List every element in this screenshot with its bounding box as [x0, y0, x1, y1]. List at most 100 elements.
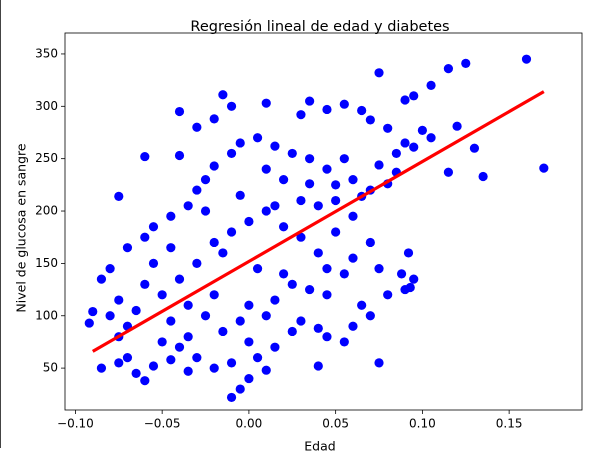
- scatter-point: [278, 222, 289, 232]
- scatter-point: [443, 64, 454, 74]
- scatter-point: [244, 373, 254, 384]
- scatter-point: [114, 191, 124, 201]
- scatter-point: [122, 353, 133, 363]
- scatter-point: [166, 211, 176, 221]
- scatter-point: [235, 138, 245, 148]
- scatter-point: [287, 148, 297, 159]
- scatter-point: [331, 195, 341, 206]
- scatter-point: [218, 248, 228, 258]
- scatter-point: [348, 211, 358, 221]
- scatter-point: [357, 300, 367, 310]
- scatter-point: [461, 58, 471, 68]
- scatter-point: [235, 384, 245, 394]
- scatter-point: [396, 269, 407, 279]
- scatter-point: [305, 96, 315, 106]
- scatter-point: [140, 151, 150, 162]
- scatter-point: [244, 337, 254, 347]
- scatter-point: [313, 248, 323, 258]
- scatter-point: [252, 264, 263, 274]
- scatter-point: [296, 110, 306, 120]
- scatter-point: [174, 106, 185, 117]
- y-tick-label: 250: [35, 151, 58, 165]
- scatter-point: [96, 363, 107, 373]
- scatter-point: [348, 321, 358, 331]
- scatter-point: [105, 311, 115, 321]
- x-tick-label: 0.10: [409, 417, 436, 431]
- scatter-point: [252, 353, 263, 363]
- x-axis-label: Edad: [304, 439, 335, 454]
- scatter-point: [114, 358, 124, 368]
- scatter-point: [305, 284, 315, 295]
- scatter-point: [209, 114, 219, 124]
- x-tick-label: 0.15: [496, 417, 523, 431]
- regression-line: [91, 90, 545, 353]
- scatter-point: [400, 138, 410, 148]
- scatter-point: [405, 282, 415, 293]
- scatter-point: [313, 361, 323, 371]
- scatter-point: [339, 99, 349, 109]
- scatter-point: [183, 201, 193, 211]
- plot-frame: [64, 32, 583, 411]
- scatter-point: [270, 201, 280, 211]
- scatter-point: [478, 171, 488, 182]
- scatter-point: [331, 180, 341, 190]
- scatter-point: [174, 342, 185, 352]
- scatter-point: [296, 195, 306, 206]
- y-tick-label: 150: [35, 256, 58, 270]
- scatter-point: [157, 290, 167, 300]
- scatter-point: [374, 358, 384, 368]
- scatter-point: [409, 91, 419, 101]
- y-tick-label: 300: [35, 99, 58, 113]
- scatter-point: [166, 243, 176, 253]
- scatter-point: [226, 392, 237, 403]
- scatter-point: [305, 179, 315, 189]
- scatter-point: [200, 206, 211, 216]
- scatter-point: [365, 237, 375, 248]
- scatter-point: [452, 121, 462, 131]
- scatter-point: [140, 279, 150, 289]
- scatter-point: [270, 295, 280, 305]
- scatter-point: [174, 274, 185, 284]
- scatter-point: [322, 164, 332, 174]
- scatter-point: [209, 363, 219, 373]
- scatter-point: [383, 290, 393, 300]
- scatter-point: [209, 161, 219, 171]
- scatter-point: [122, 243, 133, 253]
- scatter-point: [365, 115, 375, 125]
- scatter-point: [383, 123, 393, 133]
- scatter-point: [131, 368, 141, 378]
- scatter-point: [114, 295, 124, 305]
- scatter-point: [192, 185, 202, 195]
- scatter-point: [374, 160, 384, 170]
- scatter-point: [192, 122, 202, 132]
- scatter-point: [252, 133, 263, 143]
- scatter-point: [105, 264, 115, 274]
- scatter-point: [226, 101, 237, 111]
- scatter-point: [261, 365, 271, 375]
- scatter-point: [218, 90, 228, 100]
- scatter-point: [209, 237, 219, 248]
- y-tick-label: 200: [35, 204, 58, 218]
- scatter-point: [183, 300, 193, 310]
- scatter-point: [174, 150, 185, 161]
- scatter-point: [148, 361, 159, 371]
- scatter-point: [296, 316, 306, 326]
- chart-title: Regresión lineal de edad y diabetes: [190, 19, 449, 35]
- scatter-point: [469, 143, 480, 153]
- scatter-point: [166, 316, 176, 326]
- scatter-point: [339, 154, 349, 164]
- scatter-point: [287, 279, 297, 289]
- scatter-point: [131, 305, 141, 316]
- y-tick-label: 350: [35, 46, 58, 60]
- scatter-point: [183, 332, 193, 342]
- scatter-point: [270, 342, 280, 352]
- scatter-point: [183, 366, 193, 376]
- scatter-point: [226, 148, 237, 159]
- scatter-point: [339, 337, 349, 347]
- scatter-point: [140, 232, 150, 242]
- scatter-point: [270, 141, 280, 151]
- scatter-point: [322, 104, 332, 115]
- scatter-point: [443, 167, 454, 177]
- scatter-point: [331, 227, 341, 237]
